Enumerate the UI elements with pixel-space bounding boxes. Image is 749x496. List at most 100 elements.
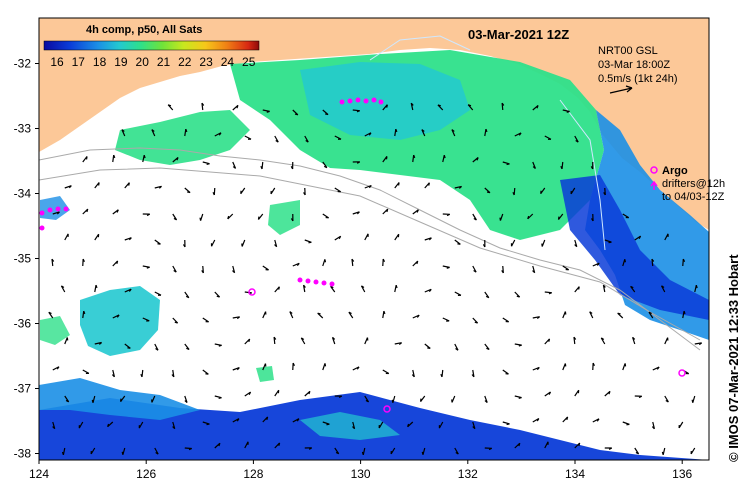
current-arrow-head (338, 235, 342, 240)
current-arrow-head (146, 213, 151, 217)
current-arrow-head (386, 104, 388, 108)
lon-tick-label: 126 (136, 467, 156, 481)
current-arrow-head (661, 451, 664, 455)
current-arrow-head (368, 185, 372, 189)
current-arrow-head (573, 336, 577, 340)
current-arrow-head (325, 113, 329, 116)
current-arrow-head (95, 284, 98, 289)
sst-field (39, 50, 709, 460)
current-arrow-head (518, 442, 521, 447)
current-arrow-head (317, 312, 321, 315)
current-arrow-head (548, 338, 551, 342)
current-arrow-head (212, 192, 215, 196)
current-arrow-head (485, 128, 488, 133)
current-arrow-head (578, 442, 581, 447)
current-arrow-head (167, 104, 172, 107)
current-arrow-head (68, 185, 72, 189)
current-arrow-head (216, 295, 220, 298)
current-arrow-head (368, 132, 372, 136)
current-arrow-head (113, 154, 116, 159)
current-arrow-head (635, 451, 639, 455)
lat-tick-label: -33 (14, 122, 32, 136)
current-arrow-head (278, 442, 281, 446)
current-arrow-head (691, 399, 694, 403)
current-arrow-head (356, 211, 360, 215)
current-arrow-head (451, 129, 455, 132)
current-arrow-head (630, 285, 634, 289)
current-arrow-head (303, 284, 306, 288)
current-arrow-head (292, 362, 295, 366)
current-arrow-head (411, 374, 415, 378)
current-arrow-head (232, 270, 236, 274)
current-arrow-head (516, 295, 520, 298)
current-arrow-head (82, 258, 85, 262)
current-arrow-head (184, 400, 188, 404)
current-arrow-head (56, 211, 60, 215)
current-arrow-head (201, 270, 204, 274)
current-arrow-head (61, 285, 65, 288)
current-arrow-head (348, 311, 352, 315)
current-arrow-head (440, 373, 443, 378)
argo-line2: to 04/03-12Z (662, 191, 725, 203)
current-arrow-head (473, 217, 477, 221)
current-arrow-head (236, 316, 241, 320)
current-arrow-head (413, 154, 416, 159)
current-arrow-head (407, 423, 410, 427)
current-arrow-head (638, 395, 643, 399)
current-arrow-head (446, 213, 451, 217)
argo-track-arrow-icon (650, 180, 658, 190)
current-arrow-head (294, 113, 299, 116)
current-arrow-head (591, 218, 594, 222)
current-arrow-head (608, 391, 611, 395)
colorbar-tick-label: 18 (93, 55, 107, 69)
current-arrow-head (61, 451, 64, 456)
current-arrow-head (155, 452, 159, 455)
current-arrow-head (476, 157, 479, 161)
current-arrow-head (506, 163, 510, 166)
current-arrow-head (248, 338, 251, 343)
current-arrow-head (603, 192, 606, 196)
current-arrow-head (532, 166, 536, 169)
current-arrow-head (338, 395, 343, 399)
longitude-axis: 124 126 128 130 132 134 136 (29, 460, 693, 481)
current-arrow-head (176, 157, 179, 161)
current-arrow-head (596, 262, 600, 266)
current-arrow-head (656, 366, 660, 370)
current-arrow-head (174, 321, 178, 324)
current-arrow-head (155, 348, 159, 351)
lon-tick-label: 134 (565, 467, 585, 481)
current-arrow-head (296, 262, 300, 267)
current-arrow-head (589, 311, 593, 314)
current-arrow-head (506, 423, 510, 426)
current-arrow-head (548, 292, 552, 295)
current-arrow-head (602, 284, 606, 288)
current-arrow-head (274, 244, 278, 248)
current-arrow-head (416, 314, 420, 318)
current-arrow-head (332, 336, 336, 340)
current-arrow-head (361, 451, 364, 456)
current-arrow-head (352, 426, 355, 430)
current-arrow-head (398, 342, 403, 346)
current-arrow-head (383, 310, 386, 315)
current-arrow-head (474, 321, 478, 324)
current-arrow-head (173, 269, 177, 273)
current-arrow-head (51, 258, 55, 262)
current-arrow-head (590, 166, 594, 170)
current-arrow-head (536, 367, 540, 371)
current-arrow-head (303, 192, 306, 196)
current-arrow-head (232, 166, 236, 169)
lat-tick-label: -38 (14, 447, 32, 461)
current-arrow-head (566, 416, 569, 421)
current-arrow-head (236, 418, 240, 422)
current-arrows (48, 102, 703, 456)
lon-tick-label: 128 (243, 467, 263, 481)
current-arrow-head (116, 209, 119, 213)
current-arrow-head (651, 258, 655, 262)
current-arrow-head (428, 237, 432, 241)
lat-tick-label: -36 (14, 317, 32, 331)
current-key: NRT00 GSL 03-Mar 18:00Z 0.5m/s (1kt 24h) (598, 45, 677, 94)
current-arrow-head (661, 285, 665, 288)
current-arrow-head (632, 336, 636, 340)
colorbar-title: 4h comp, p50, All Sats (86, 24, 202, 36)
